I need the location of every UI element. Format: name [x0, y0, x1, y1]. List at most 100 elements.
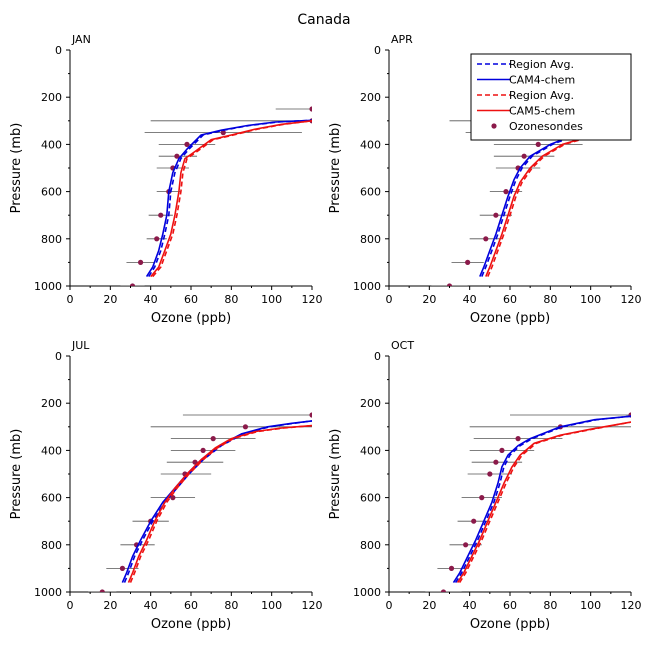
sonde-point [503, 189, 509, 195]
figure-title: Canada [297, 12, 350, 28]
x-tick-label: 100 [261, 599, 282, 612]
y-tick-label: 600 [360, 186, 381, 199]
y-tick-label: 0 [374, 350, 381, 363]
legend-label: CAM4-chem [509, 74, 575, 87]
x-tick-label: 120 [621, 293, 642, 306]
x-tick-label: 40 [144, 599, 158, 612]
panel-label: OCT [391, 339, 414, 352]
sonde-point [220, 130, 226, 136]
y-tick-label: 400 [360, 138, 381, 151]
y-tick-label: 0 [55, 350, 62, 363]
y-tick-label: 1000 [34, 280, 62, 293]
profile-cam5 [127, 424, 312, 583]
profile-cam5-region [129, 424, 312, 583]
profile-cam4-region [148, 119, 312, 278]
x-tick-label: 20 [422, 293, 436, 306]
sonde-point [129, 283, 136, 286]
sonde-point [158, 212, 164, 218]
profile-cam5-region [152, 120, 312, 278]
sonde-point [99, 589, 105, 592]
sonde-point [440, 589, 447, 592]
sonde-point [493, 212, 499, 218]
x-axis-label: Ozone (ppb) [470, 311, 550, 326]
x-tick-label: 20 [103, 293, 117, 306]
y-tick-label: 600 [41, 492, 62, 505]
panel-jan: 0 200 400 600 800 1000 0 20 40 60 80 100 120 JAN Ozone… [9, 33, 323, 326]
x-tick-label: 40 [463, 599, 477, 612]
plot-area [120, 106, 312, 286]
sonde-point [471, 518, 477, 524]
x-axis-label: Ozone (ppb) [470, 617, 550, 632]
sonde-point [483, 236, 489, 242]
x-tick-label: 40 [463, 293, 477, 306]
panel-label: JAN [71, 33, 91, 46]
sonde-point [242, 424, 249, 430]
sonde-point [515, 436, 521, 442]
sonde-point [210, 436, 216, 442]
x-tick-label: 20 [103, 599, 117, 612]
sonde-point [463, 542, 469, 548]
sonde-point [487, 471, 493, 477]
profile-cam5-region [458, 421, 631, 584]
x-tick-label: 80 [224, 293, 238, 306]
y-tick-label: 1000 [34, 586, 62, 599]
y-tick-label: 400 [360, 444, 381, 457]
sonde-point [493, 459, 499, 465]
y-tick-label: 600 [360, 492, 381, 505]
x-tick-label: 60 [503, 599, 517, 612]
panel-label: APR [391, 33, 413, 46]
x-tick-label: 0 [67, 599, 74, 612]
x-tick-label: 40 [144, 293, 158, 306]
legend-box [470, 53, 632, 141]
sonde-point [170, 495, 176, 501]
sonde-point [309, 106, 312, 112]
plot-area [425, 412, 631, 592]
y-tick-label: 800 [360, 539, 381, 552]
legend-label: Region Avg. [509, 58, 574, 71]
y-tick-label: 200 [360, 397, 381, 410]
y-tick-label: 400 [41, 444, 62, 457]
x-tick-label: 80 [543, 599, 557, 612]
y-axis-label: Pressure (mb) [328, 429, 343, 520]
panel-oct: 0 200 400 600 800 1000 0 20 40 60 80 100 120 OCT Ozone… [328, 339, 642, 632]
x-tick-label: 20 [422, 599, 436, 612]
y-tick-label: 600 [41, 186, 62, 199]
x-tick-label: 0 [386, 599, 393, 612]
x-tick-label: 60 [184, 599, 198, 612]
y-axis-label: Pressure (mb) [9, 123, 24, 214]
sonde-point [184, 141, 190, 147]
y-tick-label: 200 [360, 91, 381, 104]
legend-label: Region Avg. [509, 89, 574, 102]
x-axis-label: Ozone (ppb) [151, 617, 231, 632]
sonde-point [465, 259, 471, 265]
sonde-point [137, 259, 144, 265]
legend: Region Avg. CAM4-chem Region Avg. CAM5-chem… [470, 53, 632, 141]
sonde-point [174, 153, 180, 159]
sonde-point [535, 141, 541, 147]
sonde-point [119, 565, 126, 572]
y-tick-label: 200 [41, 91, 62, 104]
y-tick-label: 400 [41, 138, 62, 151]
x-tick-label: 80 [224, 599, 238, 612]
x-tick-label: 100 [580, 293, 601, 306]
y-tick-label: 800 [360, 233, 381, 246]
plot-area [88, 412, 312, 592]
x-tick-label: 120 [302, 293, 323, 306]
profile-cam5 [456, 421, 631, 584]
x-tick-label: 0 [386, 293, 393, 306]
sonde-point [154, 236, 160, 242]
y-axis-label: Pressure (mb) [328, 123, 343, 214]
x-tick-label: 120 [302, 599, 323, 612]
y-tick-label: 1000 [353, 280, 381, 293]
sonde-point [521, 153, 527, 159]
x-tick-label: 60 [503, 293, 517, 306]
sonde-point [309, 412, 312, 418]
panel-apr: 0 200 400 600 800 1000 0 20 40 60 80 100 120 APR Ozone… [328, 33, 642, 326]
sonde-point [479, 495, 485, 501]
sonde-point [200, 447, 206, 453]
profile-cam5 [485, 127, 631, 277]
y-axis-label: Pressure (mb) [9, 429, 24, 520]
panel-label: JUL [71, 339, 90, 352]
